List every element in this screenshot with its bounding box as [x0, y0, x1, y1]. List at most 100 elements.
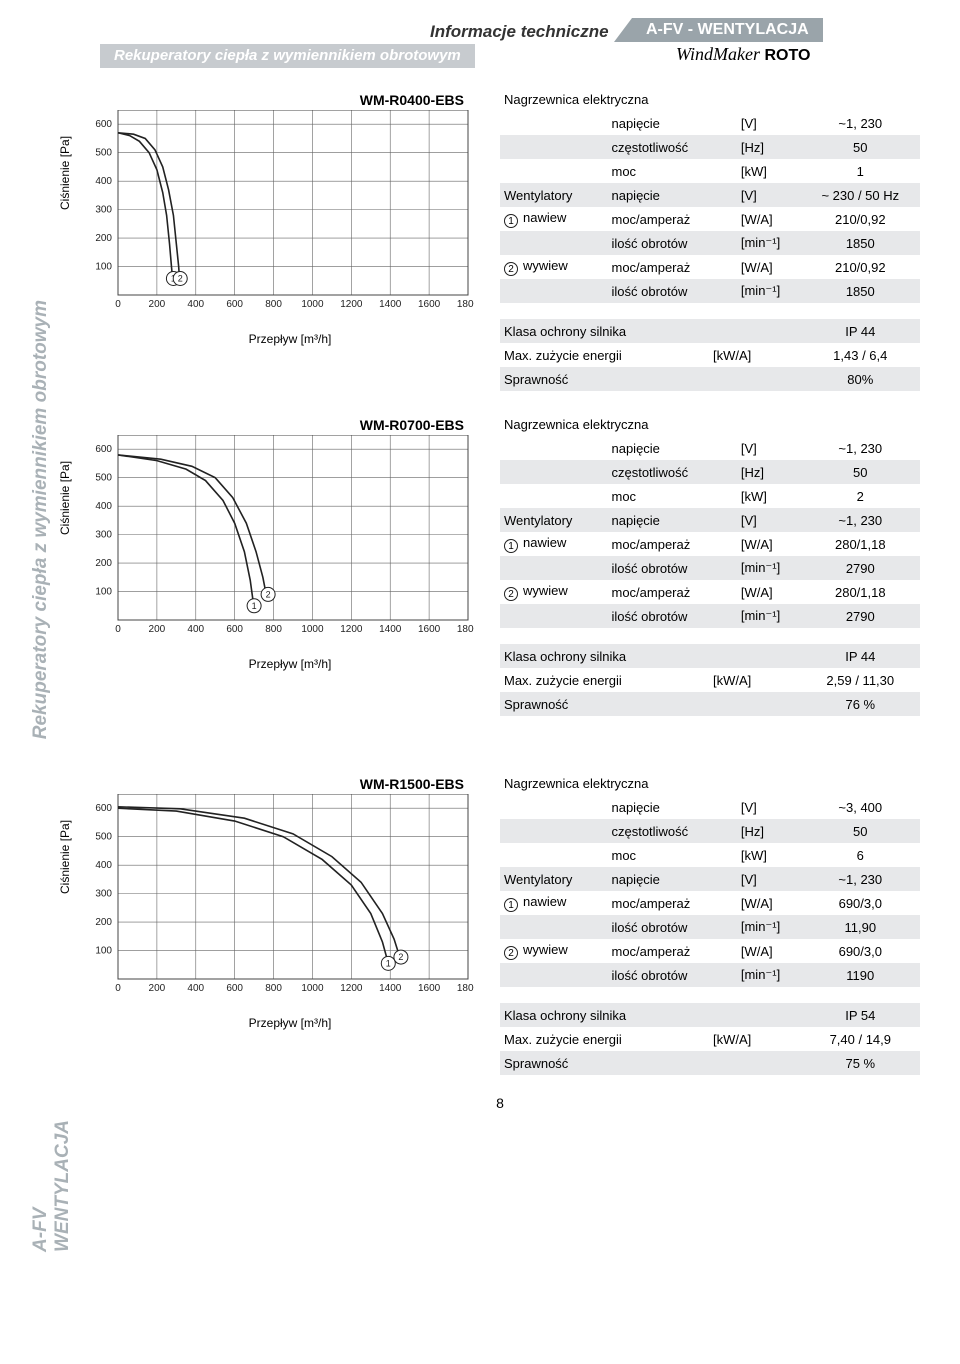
spec-row-label: 1nawiew	[504, 894, 611, 912]
svg-text:300: 300	[95, 205, 112, 216]
spec-row: ilość obrotów [min⁻¹] 2790	[500, 604, 920, 628]
spec-row-prop: częstotliwość	[611, 465, 740, 480]
spec-row: 2wywiew moc/amperaż [W/A] 280/1,18	[500, 580, 920, 604]
spec-row-label: Max. zużycie energii	[504, 1032, 713, 1047]
spec-panel: Nagrzewnica elektryczna napięcie [V] ~3,…	[500, 776, 920, 1075]
y-axis-label: Ciśnienie [Pa]	[58, 820, 72, 894]
spec-row-unit: [V]	[741, 800, 801, 815]
product-block: WM-R1500-EBS Ciśnienie [Pa] 020040060080…	[80, 776, 920, 1075]
spec-panel: Nagrzewnica elektryczna napięcie [V] ~1,…	[500, 92, 920, 391]
svg-text:600: 600	[95, 444, 112, 455]
spec-row-unit: [kW/A]	[713, 348, 801, 363]
spec-row-label: 2wywiew	[504, 942, 611, 960]
spec-row-value: 280/1,18	[801, 585, 920, 600]
spec-row-prop: napięcie	[611, 513, 740, 528]
product-block: WM-R0400-EBS Ciśnienie [Pa] 020040060080…	[80, 92, 920, 391]
spec-row: częstotliwość [Hz] 50	[500, 819, 920, 843]
svg-text:600: 600	[95, 119, 112, 130]
spec-row-prop: ilość obrotów	[611, 968, 740, 983]
spec-row-value: IP 54	[801, 1008, 920, 1023]
y-axis-label: Ciśnienie [Pa]	[58, 461, 72, 535]
spec-row: częstotliwość [Hz] 50	[500, 460, 920, 484]
spec-row-value: 80%	[801, 372, 920, 387]
spec-row-prop: ilość obrotów	[611, 236, 740, 251]
spec-row-prop: moc	[611, 848, 740, 863]
spec-row-prop: moc/amperaż	[611, 212, 740, 227]
svg-text:1600: 1600	[418, 299, 441, 310]
svg-text:2: 2	[398, 952, 403, 962]
spec-row-value: IP 44	[801, 649, 920, 664]
svg-text:2: 2	[266, 589, 271, 599]
svg-text:1000: 1000	[301, 983, 324, 994]
spec-row-prop: częstotliwość	[611, 824, 740, 839]
spec-row: Max. zużycie energii [kW/A] 2,59 / 11,30	[500, 668, 920, 692]
heater-title: Nagrzewnica elektryczna	[500, 776, 920, 791]
heater-title: Nagrzewnica elektryczna	[500, 417, 920, 432]
svg-text:1000: 1000	[301, 299, 324, 310]
svg-text:0: 0	[115, 983, 121, 994]
spec-row-unit: [Hz]	[741, 824, 801, 839]
spec-row: Wentylatory napięcie [V] ~1, 230	[500, 867, 920, 891]
spec-row-value: ~1, 230	[801, 441, 920, 456]
spec-row-unit: [W/A]	[741, 585, 801, 600]
svg-text:1200: 1200	[340, 624, 363, 635]
svg-text:200: 200	[149, 624, 166, 635]
pressure-flow-chart: Ciśnienie [Pa] 0200400600800100012001400…	[80, 435, 470, 655]
spec-row-value: 690/3,0	[801, 944, 920, 959]
spec-row: ilość obrotów [min⁻¹] 1850	[500, 231, 920, 255]
spec-row: napięcie [V] ~1, 230	[500, 436, 920, 460]
spec-row-value: ~3, 400	[801, 800, 920, 815]
svg-text:500: 500	[95, 148, 112, 159]
svg-text:200: 200	[149, 299, 166, 310]
spec-row-label: Klasa ochrony silnika	[504, 649, 713, 664]
spec-row: 1nawiew moc/amperaż [W/A] 210/0,92	[500, 207, 920, 231]
spec-row-prop: moc	[611, 489, 740, 504]
side-label-top: Rekuperatory ciepła z wymiennikiem obrot…	[30, 300, 52, 739]
svg-text:200: 200	[95, 233, 112, 244]
svg-text:400: 400	[187, 624, 204, 635]
spec-row: Sprawność 76 %	[500, 692, 920, 716]
spec-row-label: 2wywiew	[504, 258, 611, 276]
spec-row-unit: [kW]	[741, 489, 801, 504]
spec-row-value: 2790	[801, 609, 920, 624]
svg-text:400: 400	[95, 501, 112, 512]
svg-text:300: 300	[95, 889, 112, 900]
pressure-flow-chart: Ciśnienie [Pa] 0200400600800100012001400…	[80, 110, 470, 330]
svg-text:400: 400	[187, 983, 204, 994]
svg-text:1000: 1000	[301, 624, 324, 635]
svg-text:300: 300	[95, 530, 112, 541]
svg-text:500: 500	[95, 473, 112, 484]
spec-row-value: 1,43 / 6,4	[801, 348, 920, 363]
spec-row-prop: napięcie	[611, 116, 740, 131]
header-brand: WindMaker ROTO	[676, 44, 810, 65]
spec-row-label: Max. zużycie energii	[504, 673, 713, 688]
svg-text:1800: 1800	[457, 299, 474, 310]
header-tech-title: Informacje techniczne	[430, 22, 609, 42]
spec-row-prop: napięcie	[611, 800, 740, 815]
spec-row-value: ~1, 230	[801, 513, 920, 528]
chart-title: WM-R1500-EBS	[80, 776, 470, 792]
chart-panel: WM-R0700-EBS Ciśnienie [Pa] 020040060080…	[80, 417, 470, 716]
spec-row: moc [kW] 6	[500, 843, 920, 867]
svg-text:1600: 1600	[418, 983, 441, 994]
spec-row-label: 1nawiew	[504, 535, 611, 553]
spec-row-value: 1	[801, 164, 920, 179]
spec-row-unit: [W/A]	[741, 260, 801, 275]
header-category: A-FV - WENTYLACJA	[632, 18, 823, 42]
chart-panel: WM-R0400-EBS Ciśnienie [Pa] 020040060080…	[80, 92, 470, 391]
spec-row-unit: [Hz]	[741, 140, 801, 155]
spec-row-value: 6	[801, 848, 920, 863]
spec-row-unit: [V]	[741, 116, 801, 131]
spec-row-unit: [W/A]	[741, 537, 801, 552]
chart-title: WM-R0400-EBS	[80, 92, 470, 108]
svg-text:1200: 1200	[340, 983, 363, 994]
svg-text:1200: 1200	[340, 299, 363, 310]
spec-row-prop: moc/amperaż	[611, 585, 740, 600]
spec-row-prop: moc	[611, 164, 740, 179]
spec-row-prop: moc/amperaż	[611, 537, 740, 552]
spec-row-value: 1190	[801, 968, 920, 983]
spec-row-label: Klasa ochrony silnika	[504, 1008, 713, 1023]
header-subtitle: Rekuperatory ciepła z wymiennikiem obrot…	[100, 44, 475, 68]
spec-row: ilość obrotów [min⁻¹] 1850	[500, 279, 920, 303]
spec-row-unit: [min⁻¹]	[741, 967, 801, 983]
